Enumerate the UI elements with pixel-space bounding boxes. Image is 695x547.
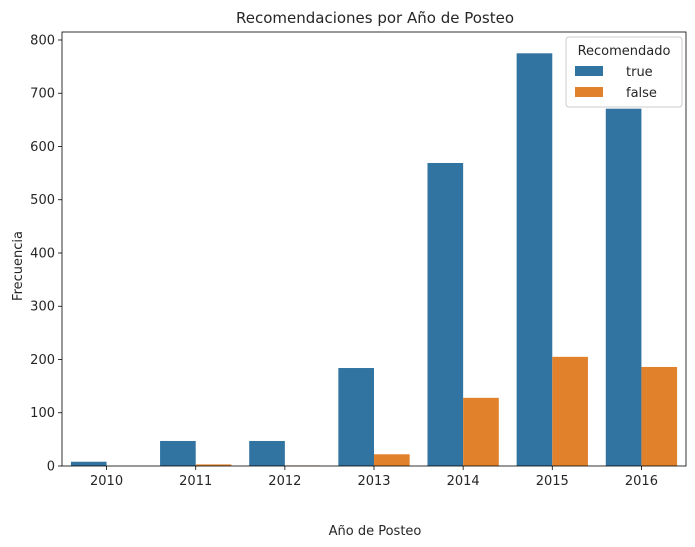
y-tick-label: 300	[30, 300, 55, 315]
bar-true-2012	[249, 440, 285, 466]
y-tick-label: 400	[30, 246, 55, 261]
bar-true-2011	[160, 440, 196, 466]
legend-label-true: true	[626, 65, 653, 80]
legend-items: true false	[575, 65, 657, 101]
y-tick-label: 800	[30, 33, 55, 48]
x-tick-label: 2014	[447, 474, 480, 489]
chart-title: Recomendaciones por Año de Posteo	[236, 9, 514, 27]
bar-true-2010	[70, 461, 107, 466]
bar-false-2015	[552, 356, 588, 466]
bar-true-2014	[427, 162, 464, 466]
legend-label-false: false	[626, 86, 657, 101]
legend-title: Recomendado	[578, 44, 671, 59]
legend: Recomendado true false	[565, 36, 683, 108]
x-tick-label: 2015	[536, 474, 569, 489]
x-tick-label: 2010	[90, 474, 123, 489]
y-tick-label: 200	[30, 353, 55, 368]
bar-true-2013	[338, 368, 374, 466]
bar-false-2013	[374, 454, 410, 466]
x-tick-label: 2013	[357, 474, 390, 489]
y-axis-label: Frecuencia	[11, 231, 26, 301]
x-tick-label: 2012	[268, 474, 301, 489]
y-tick-label: 600	[30, 140, 55, 155]
legend-swatch-false	[575, 87, 603, 97]
y-tick-label: 100	[30, 406, 55, 421]
y-tick-label: 700	[30, 87, 55, 102]
bar-false-2011	[195, 464, 232, 466]
x-tick-label: 2011	[179, 474, 212, 489]
y-tick-label: 500	[30, 193, 55, 208]
x-axis-label: Año de Posteo	[329, 524, 422, 539]
legend-swatch-true	[575, 66, 603, 76]
bar-true-2015	[516, 53, 553, 467]
bar-false-2014	[463, 397, 499, 466]
bars	[70, 53, 678, 467]
bar-true-2016	[605, 108, 642, 467]
bar-false-2016	[641, 366, 678, 466]
x-tick-label: 2016	[625, 474, 658, 489]
y-tick-label: 0	[47, 460, 55, 475]
y-axis: 0 100 200 300 400 500 600 700 800	[30, 33, 62, 475]
x-axis: 2010 2011 2012 2013 2014 2015 2016	[90, 466, 658, 489]
